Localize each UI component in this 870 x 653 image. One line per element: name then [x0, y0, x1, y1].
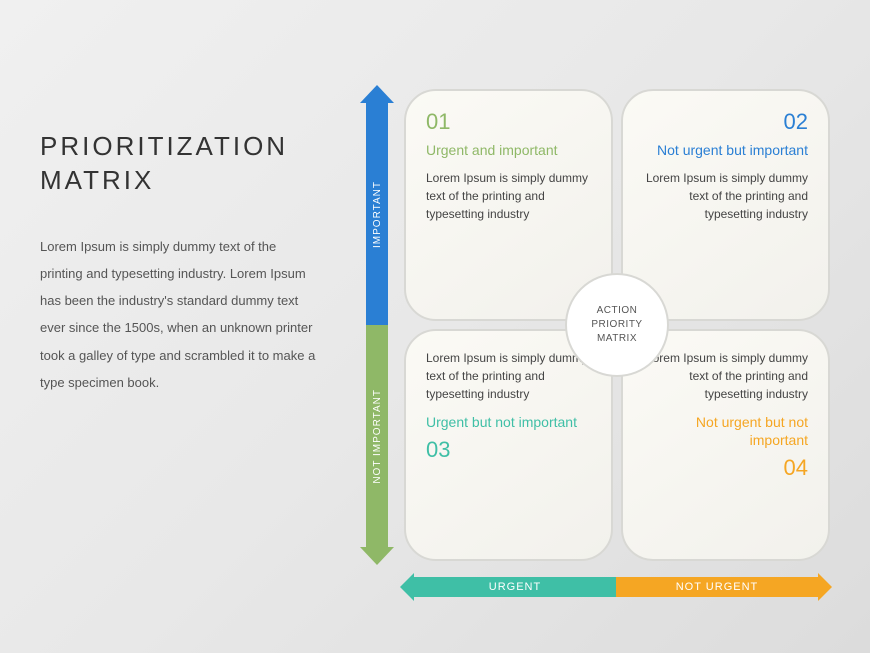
y-label-not-important: NOT IMPORTANT: [372, 389, 383, 484]
arrow-left-icon: [400, 573, 414, 601]
arrow-up-icon: [360, 85, 394, 103]
left-panel: PRIORITIZATION MATRIX Lorem Ipsum is sim…: [40, 130, 320, 396]
quadrant-title: Not urgent but not important: [643, 413, 808, 449]
y-axis-important-arrow: IMPORTANT: [360, 85, 394, 325]
quadrant-body: Lorem Ipsum is simply dummy text of the …: [643, 169, 808, 223]
quadrant-title: Not urgent but important: [643, 141, 808, 159]
y-axis-not-important-arrow: NOT IMPORTANT: [360, 325, 394, 565]
x-axis: URGENT NOT URGENT: [400, 573, 832, 601]
quadrant-number: 04: [643, 455, 808, 481]
x-label-not-urgent: NOT URGENT: [676, 581, 759, 593]
quadrant-body: Lorem Ipsum is simply dummy text of the …: [426, 169, 591, 223]
x-axis-urgent-arrow: URGENT: [400, 573, 616, 601]
y-label-important: IMPORTANT: [372, 181, 383, 248]
quadrant-title: Urgent but not important: [426, 413, 591, 431]
quadrant-number: 02: [643, 109, 808, 135]
x-label-urgent: URGENT: [489, 581, 541, 593]
page-title: PRIORITIZATION MATRIX: [40, 130, 320, 198]
description-text: Lorem Ipsum is simply dummy text of the …: [40, 233, 320, 397]
quadrant-number: 03: [426, 437, 591, 463]
quadrant-not-urgent-not-important: Lorem Ipsum is simply dummy text of the …: [621, 329, 830, 561]
center-badge: ACTION PRIORITY MATRIX: [565, 273, 669, 377]
quadrant-body: Lorem Ipsum is simply dummy text of the …: [426, 349, 591, 403]
quadrant-body: Lorem Ipsum is simply dummy text of the …: [643, 349, 808, 403]
quadrant-grid: 01 Urgent and important Lorem Ipsum is s…: [404, 89, 830, 561]
quadrant-title: Urgent and important: [426, 141, 591, 159]
arrow-right-icon: [818, 573, 832, 601]
arrow-down-icon: [360, 547, 394, 565]
quadrant-number: 01: [426, 109, 591, 135]
matrix-area: IMPORTANT NOT IMPORTANT 01 Urgent and im…: [360, 85, 840, 615]
y-axis: IMPORTANT NOT IMPORTANT: [360, 85, 394, 565]
x-axis-not-urgent-arrow: NOT URGENT: [616, 573, 832, 601]
